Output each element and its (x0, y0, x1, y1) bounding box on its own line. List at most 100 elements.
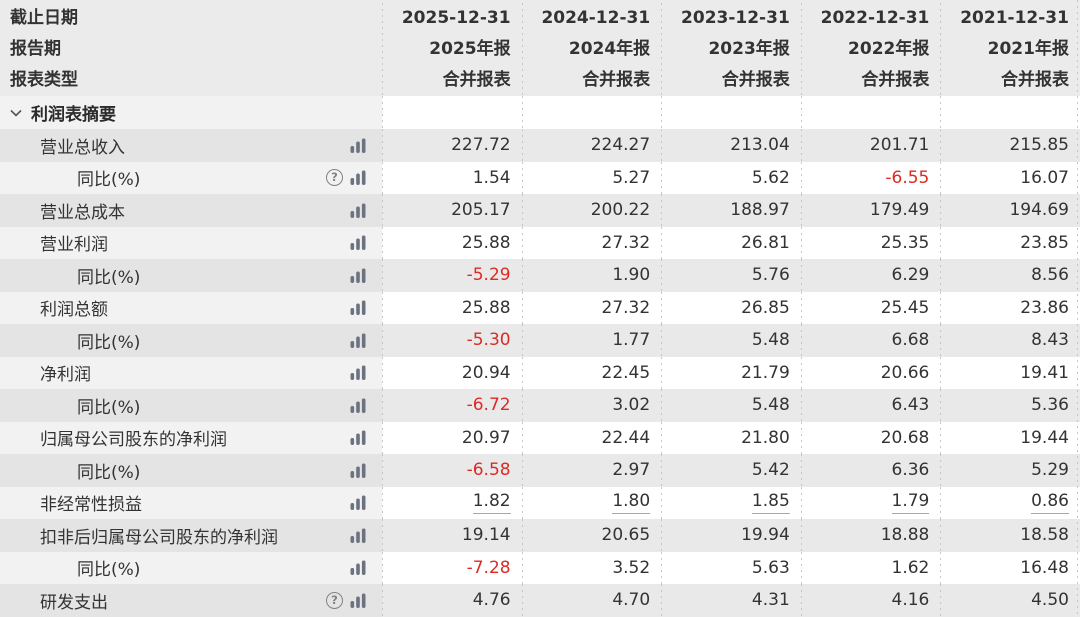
value-text: 22.45 (601, 362, 651, 383)
table-row: 营业总收入 227.72 224.27 213.04 201.71 215.85 (0, 129, 1080, 162)
bar-chart-icon[interactable] (350, 593, 367, 608)
value-text: 215.85 (1009, 135, 1069, 156)
value-link[interactable]: 1.82 (472, 491, 511, 515)
row-label: 同比(%) (77, 332, 141, 353)
bar-chart-icon[interactable] (350, 268, 367, 283)
value-cell: 227.72 (382, 129, 522, 162)
value-text: 20.68 (880, 427, 930, 448)
row-label: 扣非后归属母公司股东的净利润 (40, 527, 278, 548)
header-column: 2022-12-31 2022年报 合并报表 (800, 3, 941, 96)
bar-chart-icon[interactable] (350, 170, 367, 186)
value-cell: 5.27 (521, 161, 662, 195)
value-cell: 25.45 (800, 291, 941, 325)
table-row: 同比(%) -5.30 1.77 5.48 6.68 8.43 (0, 324, 1080, 357)
value-text: 194.69 (1009, 200, 1069, 221)
bar-chart-icon[interactable] (350, 300, 367, 316)
value-text: 21.80 (741, 427, 790, 448)
value-text: 6.68 (891, 330, 930, 351)
value-cell: 1.62 (800, 551, 941, 585)
bar-chart-icon[interactable] (350, 430, 367, 446)
header-date: 2021-12-31 (960, 8, 1069, 28)
value-cell: 8.56 (940, 259, 1080, 292)
table-row: 利润总额 25.88 27.32 26.85 25.45 23.86 (0, 291, 1080, 325)
value-text: 5.29 (1031, 460, 1069, 481)
value-cell: 201.71 (800, 129, 941, 162)
value-text: 2.97 (612, 460, 651, 481)
value-text: 3.02 (612, 395, 651, 416)
table-row: 研发支出? 4.76 4.70 4.31 4.16 4.50 (0, 584, 1080, 617)
value-cell: 6.43 (800, 389, 941, 422)
help-icon[interactable]: ? (326, 591, 343, 609)
chevron-down-icon[interactable] (10, 109, 22, 117)
value-text: 224.27 (590, 135, 651, 156)
value-cell: 213.04 (661, 129, 801, 162)
bar-chart-icon[interactable] (350, 495, 367, 511)
value-cell: 18.88 (800, 519, 941, 552)
value-link[interactable]: 1.79 (891, 491, 930, 515)
bar-chart-icon[interactable] (350, 235, 367, 251)
value-text: -7.28 (466, 557, 511, 578)
value-cell: 27.32 (521, 226, 662, 260)
value-cell: 22.44 (521, 421, 662, 455)
bar-chart-icon[interactable] (350, 203, 367, 218)
row-icons (350, 398, 367, 413)
row-icons (350, 495, 367, 511)
value-text: 188.97 (730, 200, 790, 221)
value-text: 1.62 (891, 557, 930, 578)
value-link[interactable]: 1.85 (751, 491, 790, 515)
value-link[interactable]: 0.86 (1031, 491, 1069, 515)
value-cell: 2.97 (521, 454, 662, 487)
value-cell: -6.55 (800, 161, 941, 195)
row-label: 营业利润 (40, 235, 108, 256)
value-cell: 6.29 (800, 259, 941, 292)
row-label: 研发支出 (40, 592, 108, 613)
value-link[interactable]: 1.80 (612, 491, 651, 515)
row-label: 营业总收入 (40, 137, 125, 158)
help-icon[interactable]: ? (326, 169, 343, 187)
header-label-end-date: 截止日期 (10, 8, 78, 28)
value-text: 5.76 (751, 265, 790, 286)
value-cell: 21.79 (661, 356, 801, 390)
value-cell: 16.07 (940, 161, 1080, 195)
section-empty-cell (800, 96, 941, 129)
bar-chart-icon[interactable] (350, 333, 367, 348)
header-column: 2025-12-31 2025年报 合并报表 (382, 3, 522, 96)
value-text: 23.86 (1020, 297, 1069, 318)
value-cell: 19.41 (940, 356, 1080, 390)
value-text: 4.70 (612, 590, 651, 611)
header-date: 2023-12-31 (681, 8, 790, 28)
bar-chart-icon[interactable] (350, 463, 367, 478)
value-cell: 20.65 (521, 519, 662, 552)
row-icons (350, 430, 367, 446)
bar-chart-icon[interactable] (350, 528, 367, 543)
row-icons (350, 268, 367, 283)
header-label-report-type: 报表类型 (10, 70, 78, 90)
row-icons (350, 203, 367, 218)
value-text: 1.77 (612, 330, 651, 351)
value-text: 19.41 (1020, 362, 1069, 383)
value-text: 5.48 (751, 330, 790, 351)
bar-chart-icon[interactable] (350, 560, 367, 576)
value-text: -6.58 (466, 460, 511, 481)
table-row: 营业利润 25.88 27.32 26.81 25.35 23.85 (0, 226, 1080, 260)
value-text: 16.07 (1020, 167, 1069, 188)
row-label-cell: 同比(%)? (0, 161, 382, 195)
value-text: 5.48 (751, 395, 790, 416)
value-cell: 3.02 (521, 389, 662, 422)
row-label-cell: 同比(%) (0, 454, 382, 487)
value-cell: 5.63 (661, 551, 801, 585)
section-title[interactable]: 利润表摘要 (31, 105, 116, 125)
value-cell: 5.29 (940, 454, 1080, 487)
bar-chart-icon[interactable] (350, 138, 367, 153)
table-body: 营业总收入 227.72 224.27 213.04 201.71 215.85 同比(%)… (0, 129, 1080, 617)
value-text: 21.79 (741, 362, 790, 383)
row-icons (350, 235, 367, 251)
value-cell: 200.22 (521, 194, 662, 227)
header-columns: 2025-12-31 2025年报 合并报表 2024-12-31 2024年报 合并报表… (382, 3, 1080, 96)
value-text: 19.94 (741, 525, 790, 546)
bar-chart-icon[interactable] (350, 365, 367, 381)
table-row: 净利润 20.94 22.45 21.79 20.66 19.41 (0, 356, 1080, 390)
value-cell: 4.16 (800, 584, 941, 617)
row-label-cell: 净利润 (0, 356, 382, 390)
bar-chart-icon[interactable] (350, 398, 367, 413)
